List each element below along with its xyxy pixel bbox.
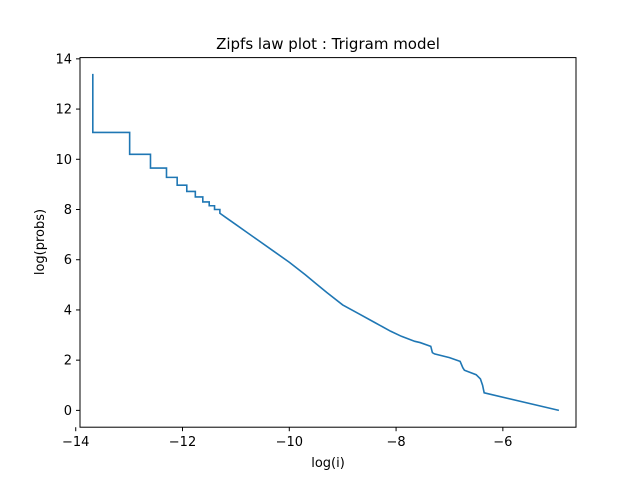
y-tick-label: 2 bbox=[64, 354, 72, 369]
axes-frame bbox=[79, 57, 577, 428]
plot-area bbox=[92, 73, 560, 412]
x-axis: −14 −12 −10 −8 −6 bbox=[62, 427, 512, 450]
y-tick-label: 0 bbox=[64, 404, 72, 419]
y-tick-label: 6 bbox=[64, 253, 72, 268]
x-tick-label: −14 bbox=[62, 435, 89, 450]
y-tick-label: 8 bbox=[64, 203, 72, 218]
x-tick-label: −6 bbox=[493, 435, 512, 450]
x-tick-label: −10 bbox=[276, 435, 303, 450]
y-tick-label: 4 bbox=[64, 303, 72, 318]
y-tick-label: 12 bbox=[55, 103, 72, 118]
series-line bbox=[92, 73, 560, 412]
y-axis-label: log(probs) bbox=[33, 209, 48, 275]
x-tick-label: −8 bbox=[386, 435, 405, 450]
y-tick-label: 14 bbox=[55, 52, 72, 67]
y-tick-label: 10 bbox=[55, 153, 72, 168]
y-axis: 0 2 4 6 8 10 12 14 bbox=[55, 52, 80, 419]
x-tick-label: −12 bbox=[169, 435, 196, 450]
chart-title: Zipfs law plot : Trigram model bbox=[216, 35, 440, 53]
x-axis-label: log(i) bbox=[311, 456, 345, 471]
